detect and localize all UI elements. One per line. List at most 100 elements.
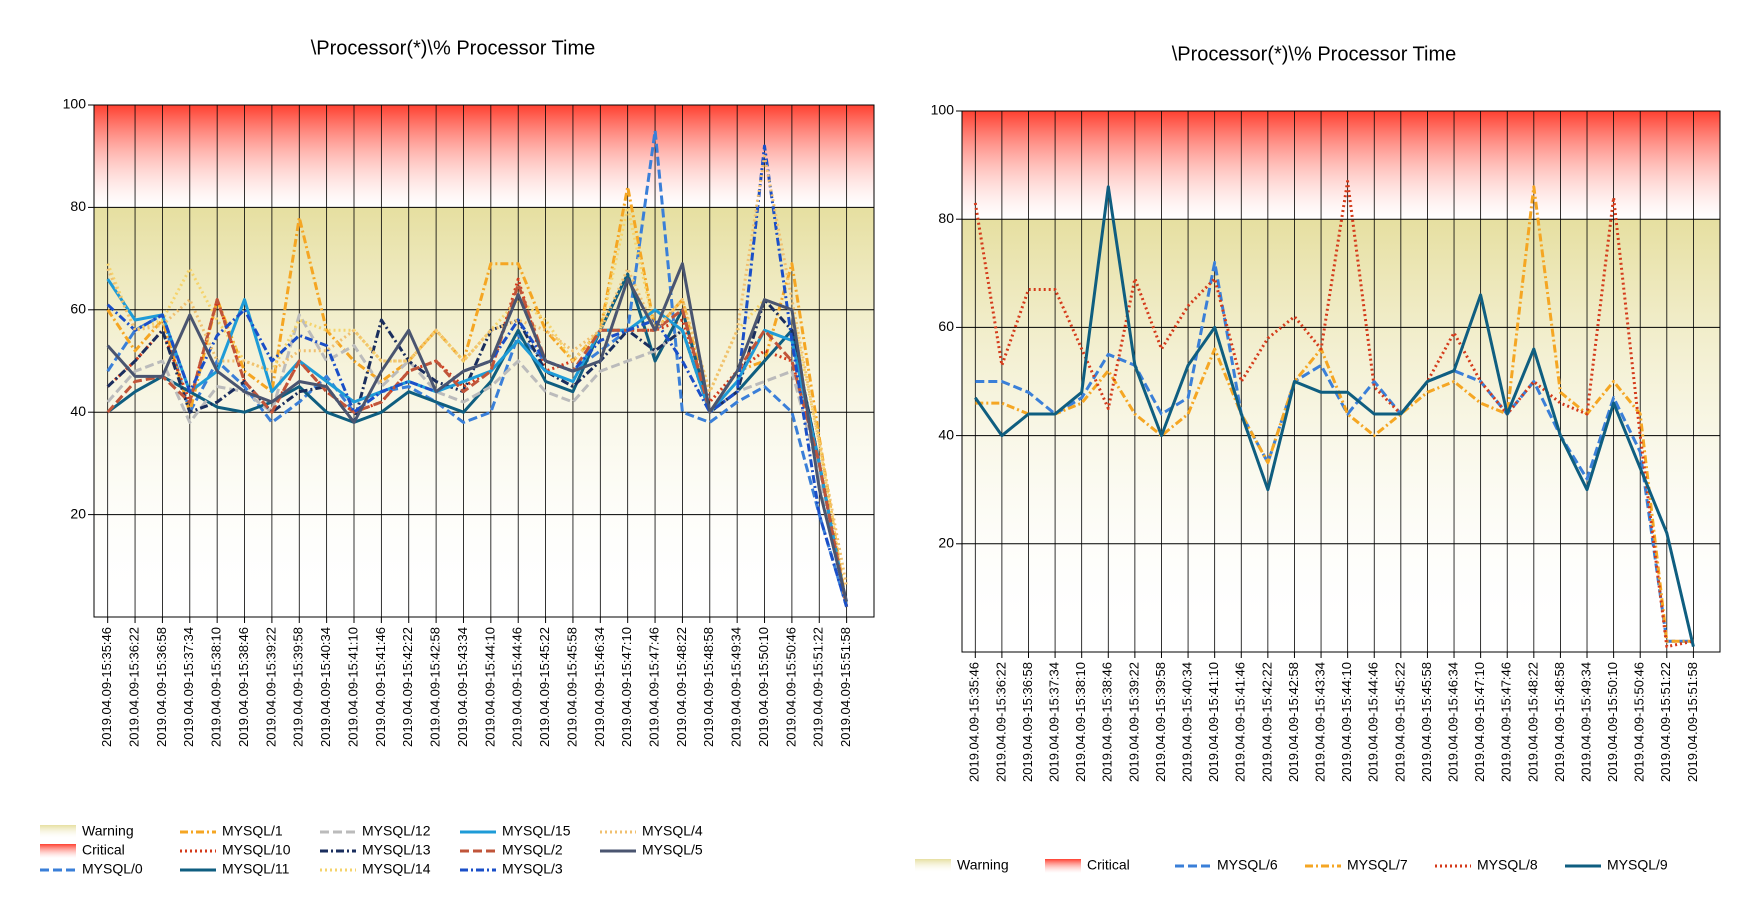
x-tick-label: 2019.04.09-15:35:46 bbox=[99, 627, 114, 747]
legend-label: Critical bbox=[82, 842, 125, 858]
x-tick-label: 2019.04.09-15:43:34 bbox=[1312, 662, 1327, 782]
x-tick-label: 2019.04.09-15:50:46 bbox=[1632, 662, 1647, 782]
series-line bbox=[106, 154, 849, 587]
x-tick-label: 2019.04.09-15:44:10 bbox=[482, 627, 497, 747]
x-tick-label: 2019.04.09-15:41:46 bbox=[1233, 662, 1248, 782]
y-tick-label: 40 bbox=[938, 426, 954, 442]
x-tick-label: 2019.04.09-15:45:22 bbox=[537, 627, 552, 747]
legend-label: MYSQL/13 bbox=[362, 842, 431, 858]
band bbox=[94, 105, 874, 208]
x-tick-label: 2019.04.09-15:51:58 bbox=[838, 627, 853, 747]
legend-label: MYSQL/8 bbox=[1477, 857, 1538, 873]
x-tick-label: 2019.04.09-15:51:22 bbox=[811, 627, 826, 747]
legend-label: MYSQL/4 bbox=[642, 823, 703, 839]
legend-label: MYSQL/9 bbox=[1607, 857, 1668, 873]
series-line bbox=[106, 298, 849, 608]
y-tick-label: 20 bbox=[70, 505, 86, 521]
y-tick-label: 20 bbox=[938, 535, 954, 551]
x-tick-label: 2019.04.09-15:48:22 bbox=[1525, 662, 1540, 782]
x-tick-label: 2019.04.09-15:49:34 bbox=[1578, 662, 1593, 782]
x-tick-label: 2019.04.09-15:44:46 bbox=[510, 627, 525, 747]
legend-label: MYSQL/1 bbox=[222, 823, 283, 839]
y-tick-label: 100 bbox=[63, 96, 87, 112]
x-tick-label: 2019.04.09-15:50:46 bbox=[783, 627, 798, 747]
legend-label: MYSQL/15 bbox=[502, 823, 571, 839]
legend-label: MYSQL/14 bbox=[362, 861, 431, 877]
x-tick-label: 2019.04.09-15:48:58 bbox=[1552, 662, 1567, 782]
legend-swatch bbox=[40, 844, 76, 858]
legend-label: Warning bbox=[957, 857, 1009, 873]
x-tick-label: 2019.04.09-15:48:58 bbox=[701, 627, 716, 747]
x-tick-label: 2019.04.09-15:42:58 bbox=[1286, 662, 1301, 782]
x-tick-label: 2019.04.09-15:40:34 bbox=[318, 627, 333, 747]
x-tick-label: 2019.04.09-15:39:58 bbox=[1153, 662, 1168, 782]
legend-swatch bbox=[40, 825, 76, 839]
legend-label: MYSQL/3 bbox=[502, 861, 563, 877]
x-tick-label: 2019.04.09-15:44:10 bbox=[1339, 662, 1354, 782]
x-tick-label: 2019.04.09-15:45:58 bbox=[1419, 662, 1434, 782]
chart-title: \Processor(*)\% Processor Time bbox=[1172, 43, 1457, 65]
x-tick-label: 2019.04.09-15:44:46 bbox=[1366, 662, 1381, 782]
chart: \Processor(*)\% Processor Time 20 40 60 80 10… bbox=[40, 37, 875, 877]
y-tick-label: 60 bbox=[70, 301, 86, 317]
plot-frame bbox=[93, 104, 875, 618]
legend-label: MYSQL/12 bbox=[362, 823, 431, 839]
x-tick-label: 2019.04.09-15:49:34 bbox=[729, 627, 744, 747]
x-tick-label: 2019.04.09-15:36:58 bbox=[1020, 662, 1035, 782]
x-tick-label: 2019.04.09-15:38:10 bbox=[1073, 662, 1088, 782]
legend-label: MYSQL/0 bbox=[82, 861, 143, 877]
x-tick-label: 2019.04.09-15:46:34 bbox=[592, 627, 607, 747]
x-tick-label: 2019.04.09-15:35:46 bbox=[967, 662, 982, 782]
chart-title: \Processor(*)\% Processor Time bbox=[311, 37, 596, 59]
x-tick-label: 2019.04.09-15:41:10 bbox=[1206, 662, 1221, 782]
series-line bbox=[973, 179, 1694, 649]
series-line bbox=[974, 185, 1695, 647]
x-tick-label: 2019.04.09-15:39:58 bbox=[291, 627, 306, 747]
series-line bbox=[106, 278, 849, 608]
x-tick-label: 2019.04.09-15:37:34 bbox=[1047, 662, 1062, 782]
legend-label: MYSQL/10 bbox=[222, 842, 291, 858]
x-tick-label: 2019.04.09-15:45:58 bbox=[564, 627, 579, 747]
x-tick-label: 2019.04.09-15:42:58 bbox=[428, 627, 443, 747]
x-tick-label: 2019.04.09-15:48:22 bbox=[674, 627, 689, 747]
x-tick-label: 2019.04.09-15:40:34 bbox=[1180, 662, 1195, 782]
x-tick-label: 2019.04.09-15:50:10 bbox=[1605, 662, 1620, 782]
y-tick-label: 80 bbox=[938, 210, 954, 226]
y-tick-label: 60 bbox=[938, 318, 954, 334]
x-tick-label: 2019.04.09-15:51:22 bbox=[1658, 662, 1673, 782]
x-tick-label: 2019.04.09-15:47:46 bbox=[1499, 662, 1514, 782]
chart: \Processor(*)\% Processor Time 20 40 60 80 10… bbox=[915, 43, 1721, 873]
x-tick-label: 2019.04.09-15:41:46 bbox=[373, 627, 388, 747]
x-tick-label: 2019.04.09-15:47:10 bbox=[1472, 662, 1487, 782]
y-tick-label: 80 bbox=[70, 198, 86, 214]
legend-label: MYSQL/5 bbox=[642, 842, 703, 858]
series-line bbox=[975, 185, 1694, 643]
x-tick-label: 2019.04.09-15:36:58 bbox=[154, 627, 169, 747]
legend-label: MYSQL/6 bbox=[1217, 857, 1278, 873]
x-tick-label: 2019.04.09-15:38:46 bbox=[1100, 662, 1115, 782]
x-tick-label: 2019.04.09-15:39:22 bbox=[1126, 662, 1141, 782]
x-tick-label: 2019.04.09-15:46:34 bbox=[1445, 662, 1460, 782]
x-tick-label: 2019.04.09-15:42:22 bbox=[1259, 662, 1274, 782]
band bbox=[962, 111, 1720, 220]
x-tick-label: 2019.04.09-15:51:58 bbox=[1685, 662, 1700, 782]
legend-swatch bbox=[1045, 859, 1081, 873]
y-tick-label: 40 bbox=[70, 403, 86, 419]
legend-label: MYSQL/7 bbox=[1347, 857, 1408, 873]
plot-frame bbox=[961, 110, 1721, 653]
legend-swatch bbox=[915, 859, 951, 873]
x-tick-label: 2019.04.09-15:36:22 bbox=[993, 662, 1008, 782]
x-tick-label: 2019.04.09-15:50:10 bbox=[756, 627, 771, 747]
x-tick-label: 2019.04.09-15:42:22 bbox=[400, 627, 415, 747]
x-tick-label: 2019.04.09-15:37:34 bbox=[181, 627, 196, 747]
x-tick-label: 2019.04.09-15:47:10 bbox=[619, 627, 634, 747]
series-line bbox=[106, 129, 849, 608]
x-tick-label: 2019.04.09-15:43:34 bbox=[455, 627, 470, 747]
legend-label: MYSQL/2 bbox=[502, 842, 563, 858]
legend-label: Critical bbox=[1087, 857, 1130, 873]
x-tick-label: 2019.04.09-15:41:10 bbox=[345, 627, 360, 747]
y-tick-label: 100 bbox=[931, 102, 955, 118]
x-tick-label: 2019.04.09-15:38:46 bbox=[236, 627, 251, 747]
x-tick-label: 2019.04.09-15:38:10 bbox=[209, 627, 224, 747]
